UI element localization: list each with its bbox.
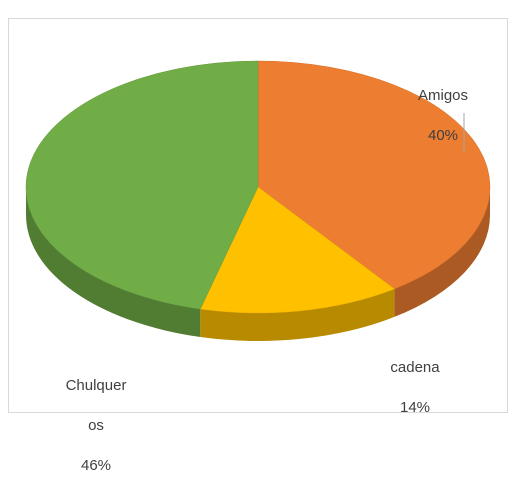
slice-amigos — [257, 60, 491, 290]
pie-top-layer — [25, 60, 491, 314]
label-cadena-value: 14% — [399, 399, 431, 416]
label-amigos-value: 40% — [427, 127, 459, 144]
slice-cadena — [199, 186, 395, 314]
label-chulqueros-name-2: os — [88, 417, 104, 434]
label-cadena-name: cadena — [390, 359, 440, 376]
slice-chulqueros-side — [26, 187, 201, 338]
pie-side-layer — [26, 187, 490, 341]
slice-amigos-side — [394, 187, 490, 317]
data-label-chulqueros: Chulquer os 46% — [46, 356, 146, 496]
data-label-cadena: cadena 14% — [375, 338, 455, 438]
slice-chulqueros — [25, 60, 259, 310]
data-label-amigos: Amigos 40% — [398, 66, 488, 166]
label-chulqueros-name-1: Chulquer — [65, 377, 127, 394]
label-chulqueros-value: 46% — [80, 457, 112, 474]
slice-cadena-side — [200, 288, 395, 341]
pie-chart — [25, 60, 491, 341]
label-amigos-name: Amigos — [417, 87, 469, 104]
